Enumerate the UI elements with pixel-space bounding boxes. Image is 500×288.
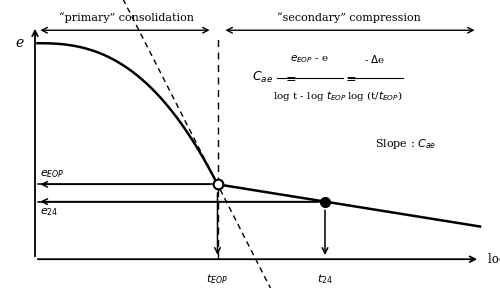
Text: Slope : $C_{ae}$: Slope : $C_{ae}$ (375, 137, 436, 151)
Text: $e_{24}$: $e_{24}$ (40, 206, 58, 217)
Text: $=$: $=$ (343, 71, 357, 84)
Text: $e_{EOP}$ - e: $e_{EOP}$ - e (290, 53, 330, 65)
Text: $t_{EOP}$: $t_{EOP}$ (206, 272, 229, 286)
Text: $=$: $=$ (283, 71, 297, 84)
Text: - $\Delta$e: - $\Delta$e (364, 53, 386, 65)
Text: “secondary” compression: “secondary” compression (277, 12, 420, 23)
Text: “primary” consolidation: “primary” consolidation (59, 12, 194, 23)
Text: log (t/$t_{EOP}$): log (t/$t_{EOP}$) (347, 90, 403, 103)
Text: e: e (16, 36, 24, 50)
Text: $e_{EOP}$: $e_{EOP}$ (40, 168, 64, 180)
Text: log (t): log (t) (488, 253, 500, 266)
Text: $C_{ae}$: $C_{ae}$ (252, 70, 274, 85)
Text: log t - log $t_{EOP}$: log t - log $t_{EOP}$ (273, 90, 347, 103)
Text: $t_{24}$: $t_{24}$ (317, 272, 333, 286)
